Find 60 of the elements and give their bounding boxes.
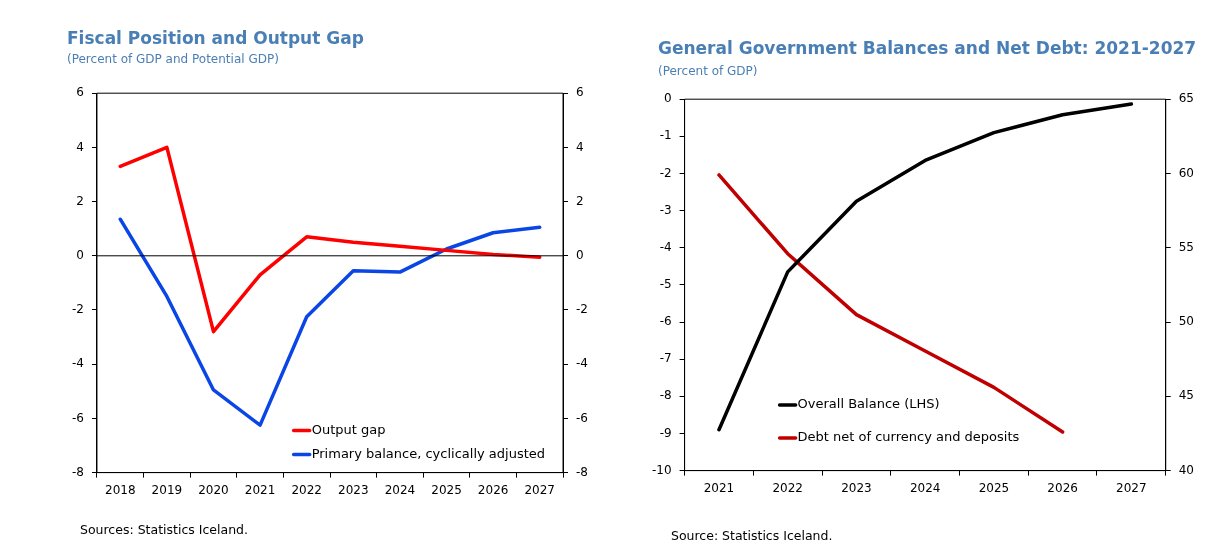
x-tick-label: 2027 <box>524 482 556 497</box>
y-tick-label: 0 <box>76 247 84 262</box>
chart-title: General Government Balances and Net Debt: 2021-2027 <box>658 38 1197 58</box>
y2-tick-label: 45 <box>1178 388 1195 403</box>
y-tick-label: -9 <box>659 425 672 440</box>
y-tick-label: -5 <box>659 277 672 292</box>
x-tick-label: 2018 <box>104 482 136 497</box>
x-tick-label: 2023 <box>841 480 872 495</box>
y2-tick-label: 4 <box>576 139 584 154</box>
y2-tick-label: 6 <box>576 85 584 100</box>
y2-tick-label: 0 <box>576 247 584 262</box>
x-tick-label: 2021 <box>244 482 276 497</box>
y-tick-label: -10 <box>651 462 672 477</box>
y2-tick-label: 55 <box>1178 239 1195 254</box>
y2-tick-label: 65 <box>1178 91 1195 106</box>
legend-label: Output gap <box>311 421 386 437</box>
y-tick-label: -8 <box>72 464 84 479</box>
y-tick-label: -8 <box>659 388 672 403</box>
y-tick-label: -1 <box>659 128 672 143</box>
chart-title: Fiscal Position and Output Gap <box>67 28 364 48</box>
y-tick-label: -4 <box>72 356 84 371</box>
x-tick-label: 2026 <box>1047 480 1078 495</box>
x-tick-label: 2024 <box>384 482 416 497</box>
y2-tick-label: -6 <box>576 410 588 425</box>
y2-tick-label: 40 <box>1178 462 1195 477</box>
y2-tick-label: 50 <box>1178 314 1195 329</box>
y2-tick-label: -8 <box>576 464 588 479</box>
source-note: Source: Statistics Iceland. <box>671 528 833 543</box>
y-tick-label: -2 <box>659 165 672 180</box>
x-tick-label: 2020 <box>198 482 229 497</box>
chart-subtitle: (Percent of GDP) <box>658 64 758 78</box>
y-tick-label: -3 <box>659 202 672 217</box>
y-tick-label: -4 <box>659 239 672 254</box>
legend-label: Overall Balance (LHS) <box>797 396 940 412</box>
x-tick-label: 2026 <box>477 482 509 497</box>
source-note: Sources: Statistics Iceland. <box>80 522 248 537</box>
x-tick-label: 2022 <box>772 480 803 495</box>
y-tick-label: -7 <box>659 351 672 366</box>
y2-tick-label: -2 <box>576 302 588 317</box>
x-tick-label: 2023 <box>338 482 369 497</box>
x-tick-label: 2027 <box>1116 480 1147 495</box>
y-tick-label: 2 <box>76 193 84 208</box>
y-tick-label: 4 <box>76 139 84 154</box>
legend-label: Primary balance, cyclically adjusted <box>311 445 546 461</box>
y-tick-label: -6 <box>659 314 672 329</box>
y-tick-label: 0 <box>663 91 672 106</box>
y-tick-label: -6 <box>72 410 84 425</box>
x-tick-label: 2021 <box>703 480 735 495</box>
x-tick-label: 2022 <box>291 482 322 497</box>
y-tick-label: 6 <box>76 85 84 100</box>
legend-label: Debt net of currency and deposits <box>797 429 1020 445</box>
y2-tick-label: 2 <box>576 193 584 208</box>
x-tick-label: 2019 <box>151 482 183 497</box>
y-tick-label: -2 <box>72 302 84 317</box>
y2-tick-label: 60 <box>1178 165 1195 180</box>
x-tick-label: 2024 <box>909 480 941 495</box>
chart-subtitle: (Percent of GDP and Potential GDP) <box>67 52 279 66</box>
y2-tick-label: -4 <box>576 356 588 371</box>
x-tick-label: 2025 <box>431 482 462 497</box>
x-tick-label: 2025 <box>978 480 1010 495</box>
